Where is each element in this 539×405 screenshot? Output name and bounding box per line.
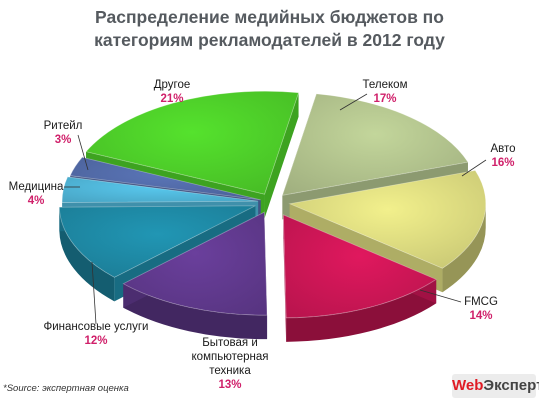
pie-slice-wall bbox=[286, 279, 437, 342]
pie-slice-wall bbox=[123, 283, 268, 340]
chart-title-line-1: Распределение медийных бюджетов по bbox=[95, 7, 444, 27]
slice-label-3: компьютерная bbox=[192, 351, 269, 363]
pie-slice-side bbox=[283, 214, 287, 342]
pie-slice-top bbox=[281, 93, 469, 196]
slice-label-6: Ритейл bbox=[44, 120, 83, 132]
slice-value-7: 21% bbox=[160, 93, 183, 105]
pie-slice-wall bbox=[59, 207, 115, 302]
pie-slice-top bbox=[69, 156, 261, 201]
leader-line-1 bbox=[461, 159, 487, 177]
slice-label-2: FMCG bbox=[464, 296, 498, 308]
pie-slice-top bbox=[282, 214, 437, 319]
chart-title: Распределение медийных бюджетов по катег… bbox=[0, 6, 539, 52]
slice-value-6: 3% bbox=[55, 134, 72, 146]
webexpert-logo: WebЭксперт bbox=[452, 374, 539, 398]
slice-value-0: 17% bbox=[373, 93, 396, 105]
logo-web-text: Web bbox=[452, 377, 484, 394]
leader-line-4 bbox=[91, 261, 97, 325]
slice-value-5: 4% bbox=[28, 195, 45, 207]
pie-slice-side bbox=[264, 92, 299, 219]
chart-title-line-2: категориям рекламодателей в 2012 году bbox=[94, 30, 445, 50]
slice-value-2: 14% bbox=[469, 310, 492, 322]
slice-label-0: Телеком bbox=[363, 79, 408, 91]
leader-line-6 bbox=[77, 134, 89, 171]
pie-slice-3 bbox=[122, 211, 268, 340]
pie-slice-top bbox=[61, 176, 259, 203]
pie-slice-top bbox=[58, 205, 256, 278]
slice-label-3: Бытовая и bbox=[202, 337, 258, 349]
pie-slice-2 bbox=[282, 214, 437, 342]
slice-value-4: 12% bbox=[84, 335, 107, 347]
leader-line-2 bbox=[419, 289, 462, 303]
pie-slice-top bbox=[85, 90, 300, 195]
leader-line-0 bbox=[339, 93, 368, 111]
pie-slice-top bbox=[122, 211, 268, 316]
slice-label-7: Другое bbox=[154, 79, 191, 91]
source-footnote: *Source: экспертная оценка bbox=[3, 383, 129, 394]
slice-value-3: 13% bbox=[218, 379, 241, 391]
slice-label-5: Медицина bbox=[9, 181, 64, 193]
pie-slice-wall bbox=[442, 203, 486, 293]
slice-label-3: техника bbox=[209, 365, 251, 377]
slice-label-1: Авто bbox=[490, 143, 515, 155]
slice-value-1: 16% bbox=[491, 157, 514, 169]
slice-label-4: Финансовые услуги bbox=[44, 321, 149, 333]
pie-slice-top bbox=[288, 170, 487, 269]
logo-expert-text: Эксперт bbox=[483, 377, 539, 394]
